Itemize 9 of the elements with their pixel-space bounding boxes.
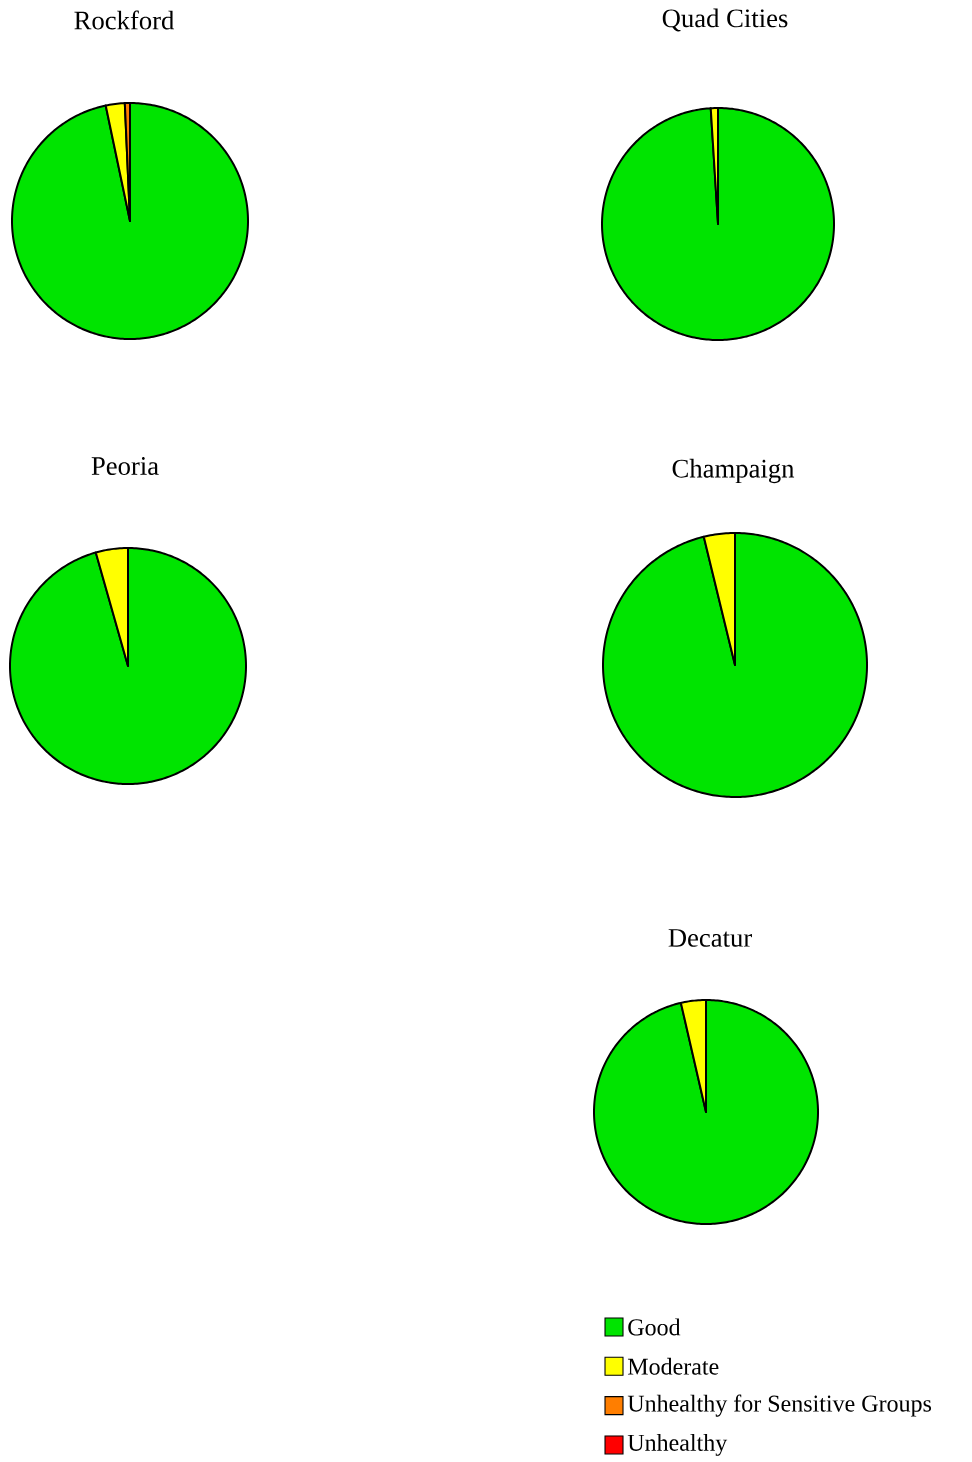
chart-title: Peoria: [91, 457, 159, 475]
chart-title: Rockford: [74, 10, 175, 30]
chart-title: Decatur: [668, 929, 752, 947]
legend-label: Unhealthy: [627, 1433, 728, 1456]
chart-title: Champaign: [672, 458, 795, 484]
legend-label: Moderate: [627, 1357, 719, 1375]
legend-label: Good: [628, 1318, 681, 1336]
legend-label: Unhealthy for Sensitive Groups: [627, 1394, 932, 1417]
chart-title: Quad Cities: [662, 8, 788, 32]
